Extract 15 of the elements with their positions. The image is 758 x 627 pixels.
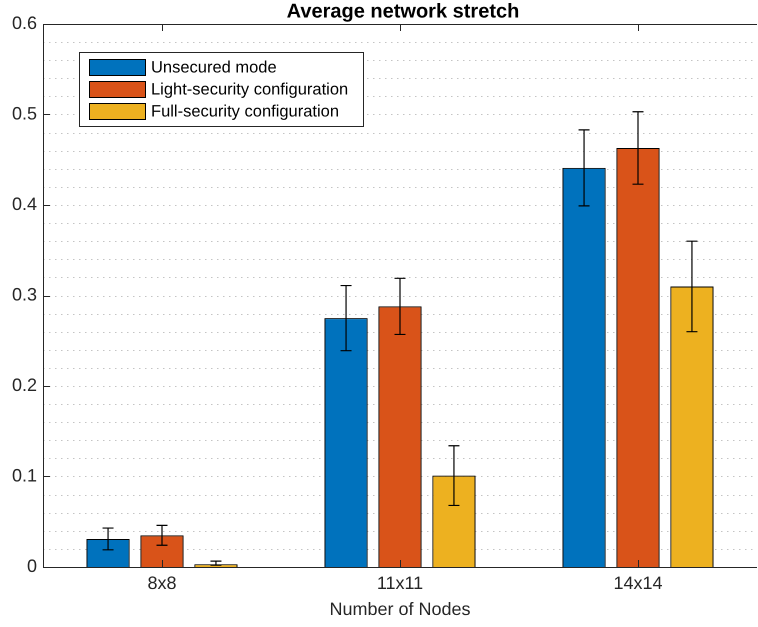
legend-label: Unsecured mode bbox=[151, 58, 277, 77]
y-tick-label: 0.1 bbox=[12, 465, 37, 486]
x-axis-title: Number of Nodes bbox=[329, 599, 471, 620]
y-tick-label: 0.5 bbox=[12, 103, 37, 124]
y-tick-label: 0.6 bbox=[12, 12, 37, 33]
y-tick-label: 0 bbox=[26, 556, 37, 576]
y-tick-label: 0.4 bbox=[12, 194, 37, 214]
x-tick-label: 11x11 bbox=[376, 572, 424, 593]
y-tick-label: 0.2 bbox=[12, 374, 37, 395]
x-tick-label: 14x14 bbox=[613, 572, 663, 593]
x-tick-label: 8x8 bbox=[147, 572, 177, 593]
chart-title: Average network stretch bbox=[286, 0, 520, 23]
legend-label: Light-security configuration bbox=[151, 80, 348, 99]
legend-label: Full-security configuration bbox=[151, 102, 339, 121]
y-tick-label: 0.3 bbox=[12, 284, 37, 304]
